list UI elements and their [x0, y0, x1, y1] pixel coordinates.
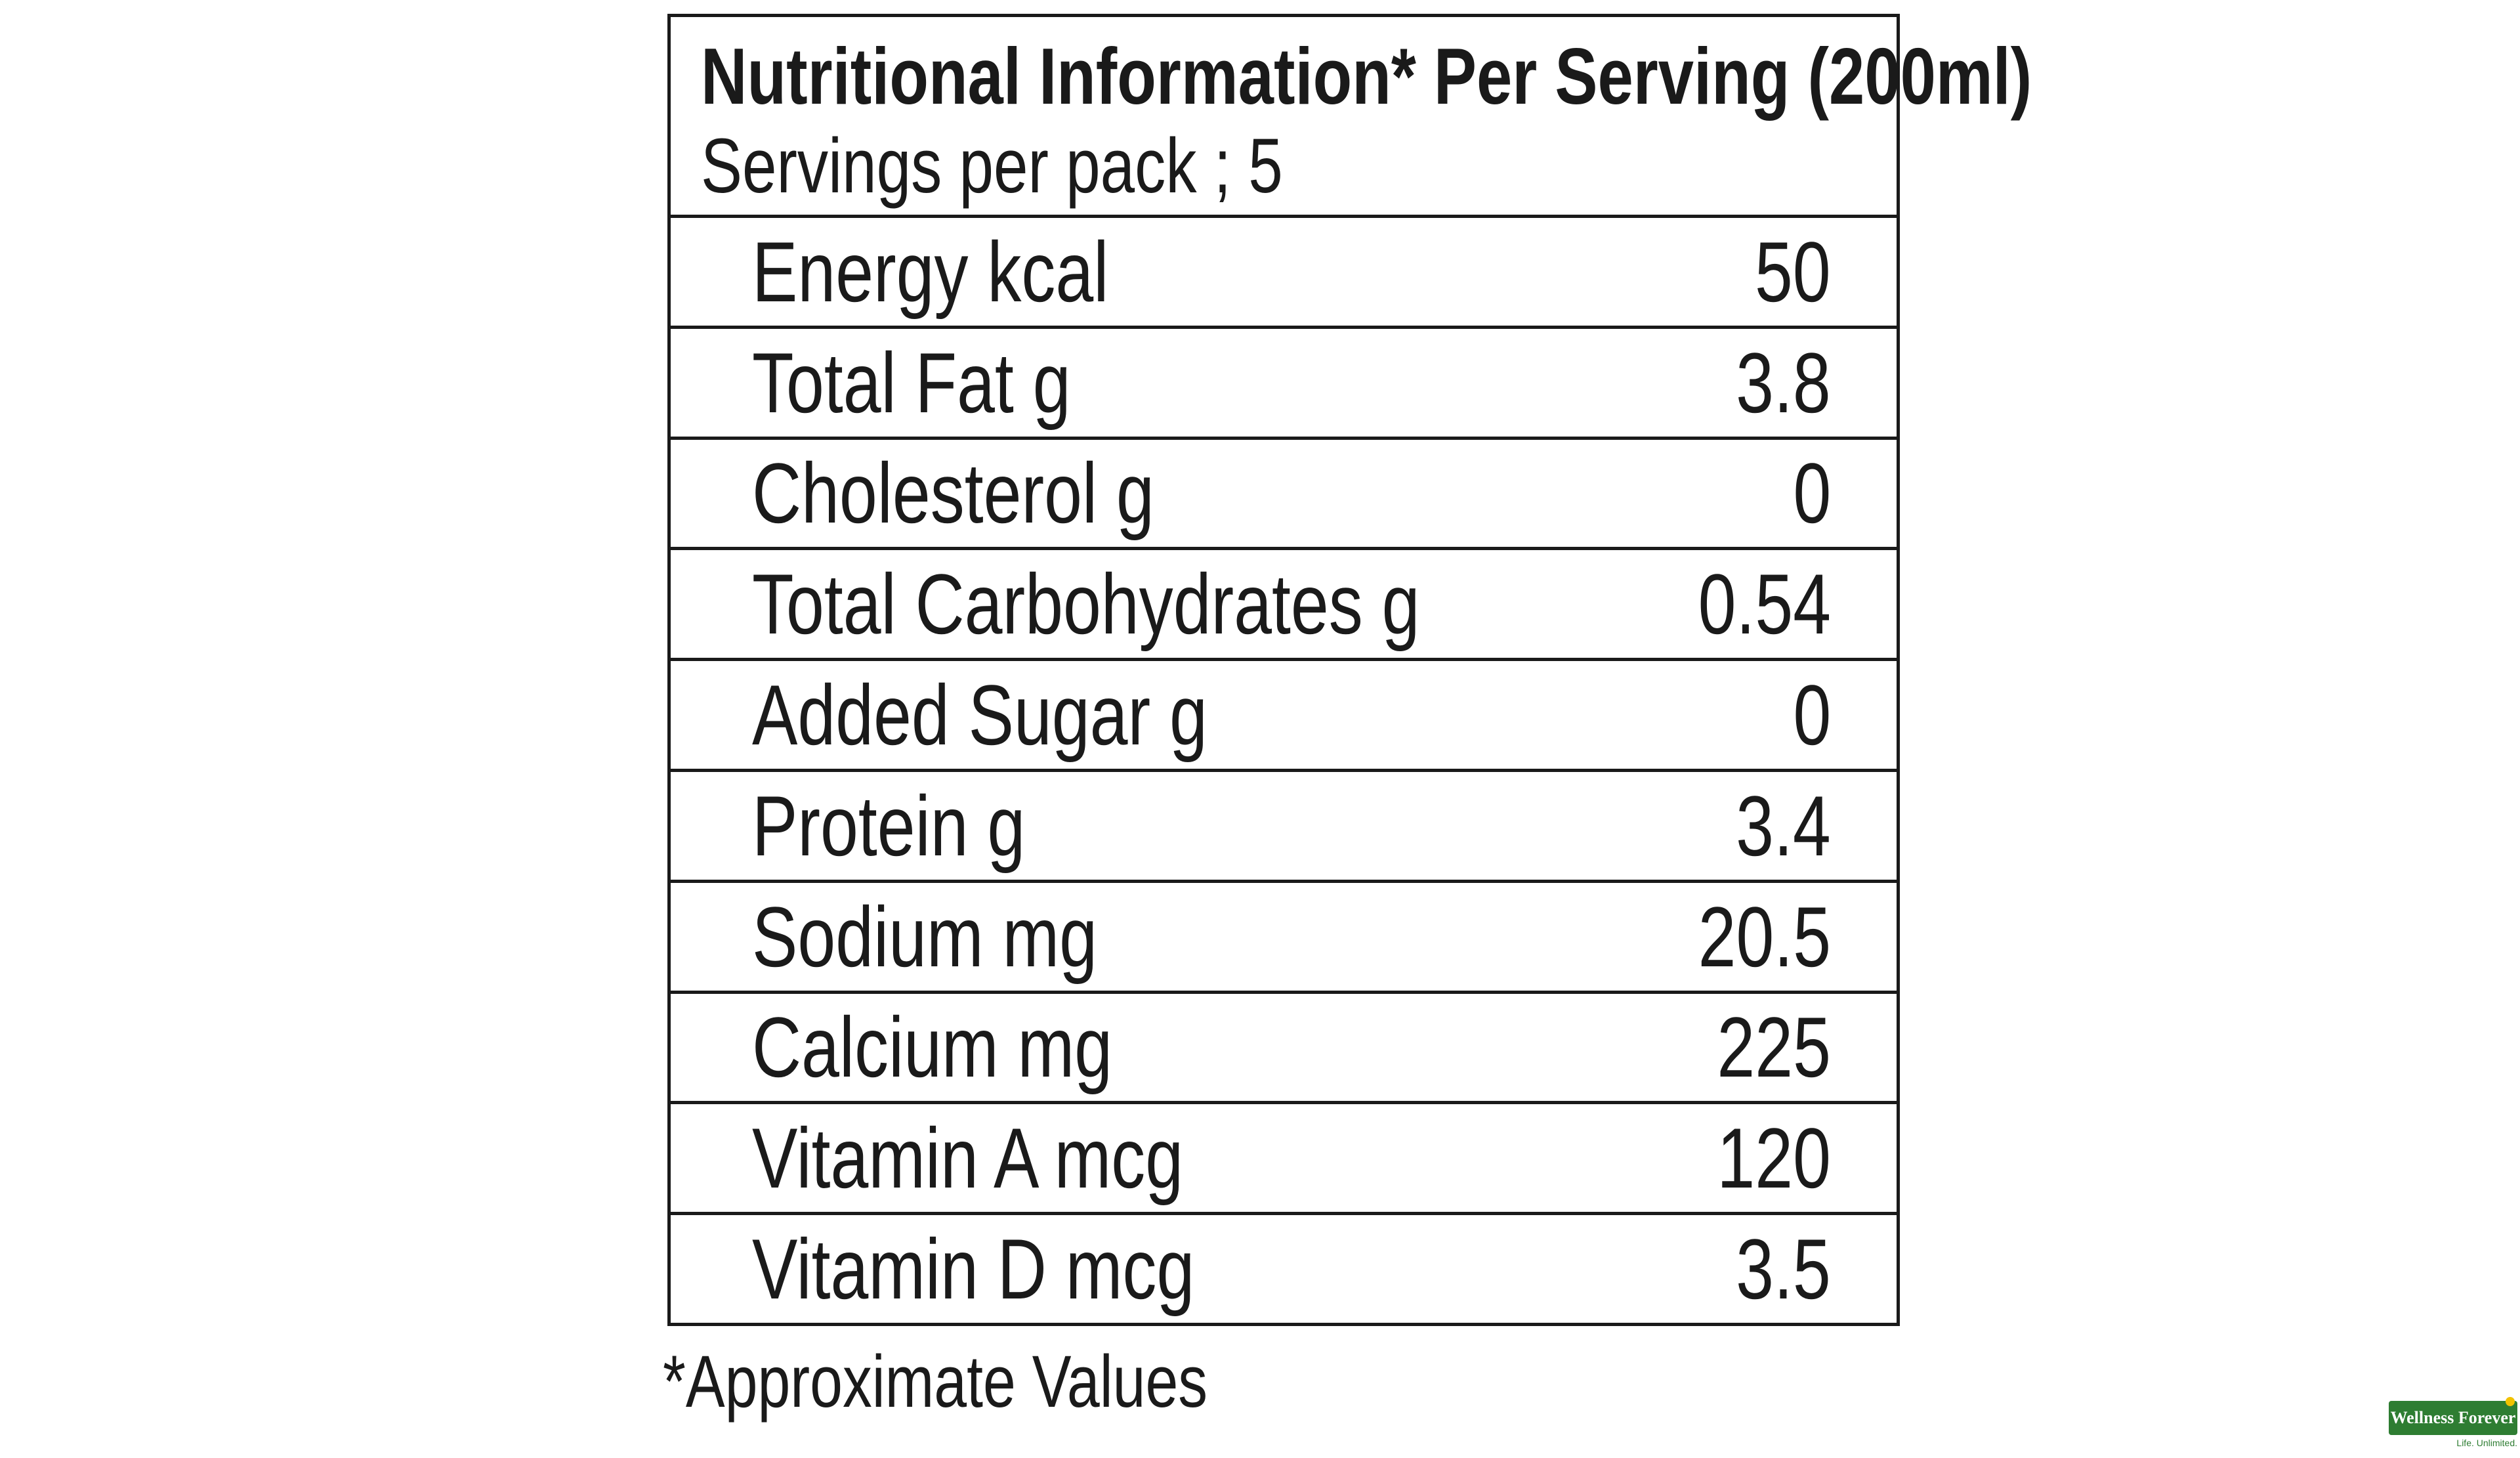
nutrient-label: Protein g — [752, 777, 1026, 874]
logo-badge: Wellness Forever — [2389, 1397, 2517, 1435]
nutrient-label: Energy kcal — [752, 223, 1109, 320]
footnote: *Approximate Values — [663, 1340, 1208, 1423]
nutrient-value: 3.5 — [1736, 1221, 1831, 1318]
nutrient-label: Vitamin D mcg — [752, 1221, 1195, 1318]
nutrient-rows: Energy kcal 50 Total Fat g 3.8 Cholester… — [671, 218, 1897, 1323]
nutrient-value: 0 — [1793, 445, 1831, 542]
table-row: Added Sugar g 0 — [671, 661, 1897, 772]
table-row: Cholesterol g 0 — [671, 440, 1897, 551]
nutrient-label: Calcium mg — [752, 999, 1112, 1096]
nutrient-value: 3.4 — [1736, 777, 1831, 874]
nutrient-label: Vitamin A mcg — [752, 1110, 1184, 1207]
nutrient-label: Added Sugar g — [752, 667, 1208, 763]
nutrient-value: 0 — [1793, 667, 1831, 763]
nutrient-label: Total Fat g — [752, 334, 1071, 431]
nutrient-value: 3.8 — [1736, 334, 1831, 431]
table-row: Vitamin A mcg 120 — [671, 1104, 1897, 1216]
table-header: Nutritional Information* Per Serving (20… — [671, 17, 2032, 218]
nutrient-label: Sodium mg — [752, 888, 1097, 985]
table-row: Total Carbohydrates g 0.54 — [671, 550, 1897, 662]
nutrient-label: Cholesterol g — [752, 445, 1154, 542]
table-row: Sodium mg 20.5 — [671, 883, 1897, 994]
table-row: Calcium mg 225 — [671, 994, 1897, 1105]
table-row: Protein g 3.4 — [671, 772, 1897, 883]
flower-icon — [2506, 1397, 2515, 1406]
brand-logo: Wellness Forever Life. Unlimited. — [2389, 1397, 2517, 1448]
servings-per-pack: Servings per pack ; 5 — [701, 123, 1283, 210]
table-row: Total Fat g 3.8 — [671, 329, 1897, 440]
nutrient-value: 50 — [1755, 223, 1831, 320]
logo-brand-name: Wellness Forever — [2390, 1408, 2516, 1427]
table-title: Nutritional Information* Per Serving (20… — [701, 32, 2032, 121]
nutrient-value: 0.54 — [1698, 556, 1831, 653]
nutrient-label: Total Carbohydrates g — [752, 556, 1420, 653]
logo-tagline: Life. Unlimited. — [2456, 1438, 2517, 1448]
nutrient-value: 20.5 — [1698, 888, 1831, 985]
table-row: Vitamin D mcg 3.5 — [671, 1215, 1897, 1323]
table-row: Energy kcal 50 — [671, 218, 1897, 329]
nutrient-value: 120 — [1717, 1110, 1831, 1207]
nutrition-table: Nutritional Information* Per Serving (20… — [667, 14, 2032, 1326]
nutrient-value: 225 — [1717, 999, 1831, 1096]
